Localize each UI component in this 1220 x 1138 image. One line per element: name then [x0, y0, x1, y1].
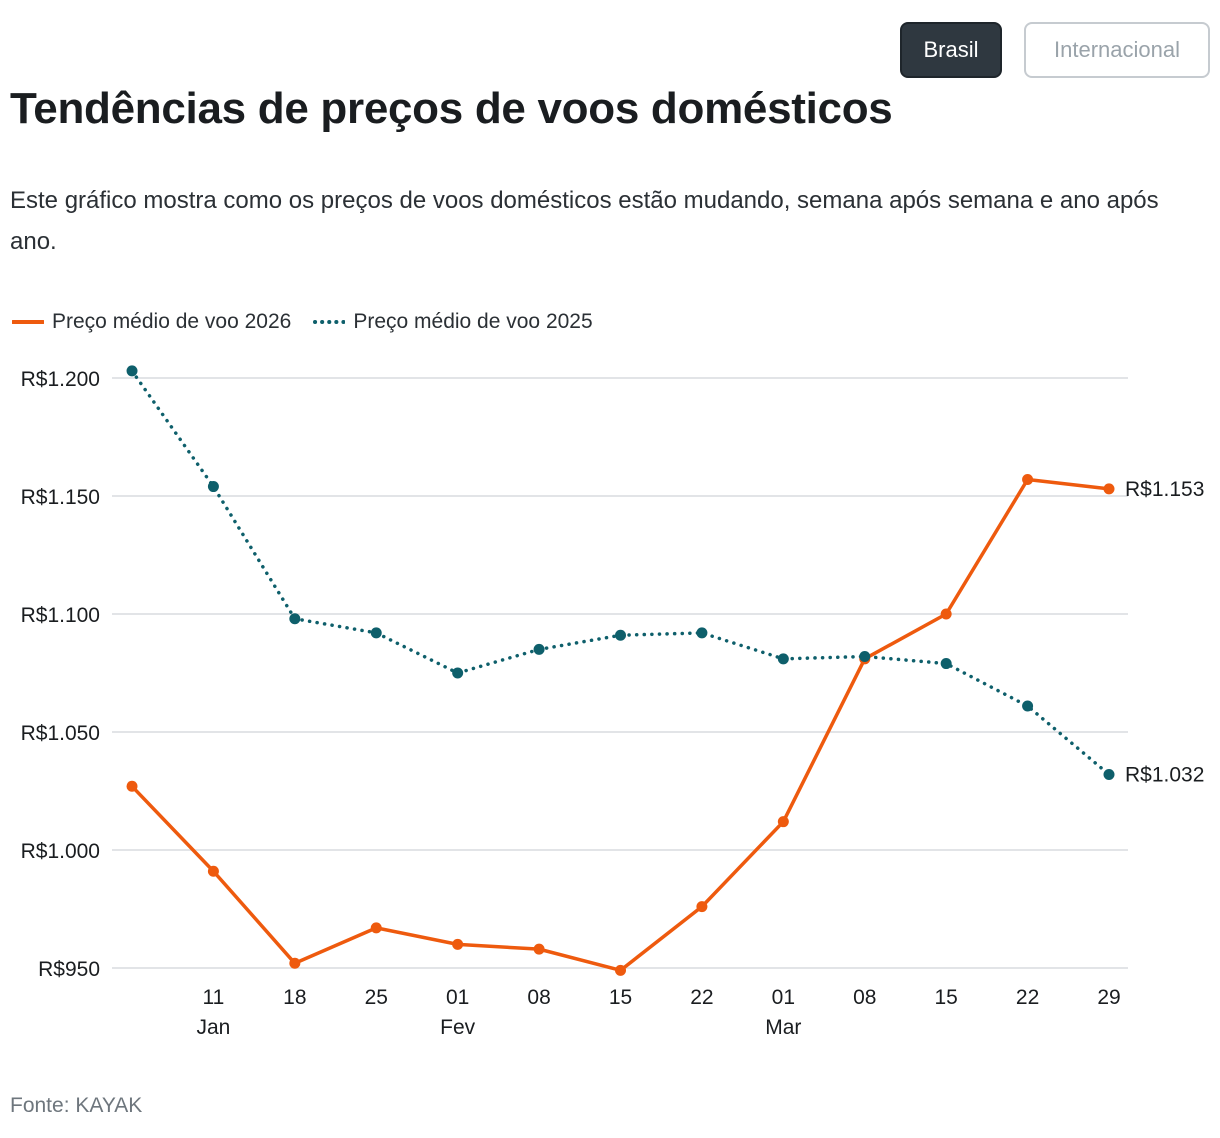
- data-point-2025[interactable]: [126, 365, 138, 377]
- x-tick-label: 08: [527, 986, 550, 1009]
- end-value-label-2025: R$1.032: [1125, 763, 1204, 786]
- x-tick-label: 11: [203, 986, 225, 1009]
- data-source: Fonte: KAYAK: [10, 1094, 143, 1117]
- series-lines: [130, 369, 1111, 973]
- y-tick-label: R$950: [38, 958, 100, 981]
- x-tick-label: 25: [365, 986, 388, 1009]
- data-point-2025[interactable]: [940, 658, 952, 670]
- data-point-2026[interactable]: [1103, 483, 1115, 495]
- x-month-label: Mar: [765, 1016, 801, 1039]
- x-tick-label: 15: [609, 986, 632, 1009]
- data-point-2026[interactable]: [533, 943, 545, 955]
- chart-legend: Preço médio de voo 2026 Preço médio de v…: [12, 310, 593, 334]
- legend-item-2026[interactable]: Preço médio de voo 2026: [12, 310, 291, 334]
- market-toggle: Brasil Internacional: [900, 22, 1210, 78]
- page-title: Tendências de preços de voos domésticos: [10, 84, 893, 133]
- data-point-2025[interactable]: [859, 650, 871, 662]
- data-point-2025[interactable]: [615, 629, 626, 641]
- data-point-2026[interactable]: [696, 901, 708, 913]
- internacional-toggle-button[interactable]: Internacional: [1024, 22, 1210, 78]
- x-tick-label: 22: [1016, 986, 1039, 1009]
- data-point-2025[interactable]: [1103, 768, 1115, 780]
- x-month-label: Fev: [440, 1016, 476, 1039]
- y-axis-labels: R$1.200 R$1.150 R$1.100 R$1.050 R$1.000 R$950: [21, 368, 100, 981]
- x-tick-label: 15: [934, 986, 957, 1009]
- data-point-2025[interactable]: [533, 643, 545, 655]
- series-line-2026: [130, 477, 1111, 973]
- series-line-2025: [130, 369, 1111, 777]
- y-tick-label: R$1.150: [21, 486, 100, 509]
- data-point-2026[interactable]: [1022, 473, 1034, 485]
- data-point-2026[interactable]: [940, 608, 952, 620]
- y-tick-label: R$1.200: [21, 368, 100, 391]
- x-tick-label: 01: [446, 986, 469, 1009]
- legend-item-2025[interactable]: Preço médio de voo 2025: [313, 310, 593, 334]
- gridlines: [112, 377, 1128, 969]
- chart-description: Este gráfico mostra como os preços de vo…: [10, 187, 1159, 255]
- data-point-2026[interactable]: [452, 938, 464, 950]
- brasil-toggle-button[interactable]: Brasil: [900, 22, 1002, 78]
- legend-solid-line-icon: [12, 320, 44, 324]
- x-axis-labels: 11 18 25 01 08 15 22 01 08 15 22 29 Jan Fev Mar: [196, 986, 1120, 1039]
- x-tick-label: 08: [853, 986, 876, 1009]
- end-value-label-2026: R$1.153: [1125, 478, 1204, 501]
- legend-label-2026: Preço médio de voo 2026: [52, 310, 292, 333]
- data-point-2025[interactable]: [370, 627, 382, 639]
- x-tick-label: 29: [1097, 986, 1120, 1009]
- data-point-2025[interactable]: [452, 667, 464, 679]
- legend-dotted-line-icon: [313, 320, 346, 324]
- data-point-2025[interactable]: [777, 653, 789, 665]
- data-point-2026[interactable]: [777, 816, 789, 828]
- data-point-2026[interactable]: [126, 780, 138, 792]
- x-month-label: Jan: [196, 1016, 230, 1039]
- y-tick-label: R$1.100: [21, 604, 100, 627]
- x-tick-label: 22: [690, 986, 713, 1009]
- price-trend-chart: R$1.200 R$1.150 R$1.100 R$1.050 R$1.000 R$950…: [21, 365, 1204, 1039]
- data-point-2026[interactable]: [615, 964, 626, 976]
- y-tick-label: R$1.000: [21, 840, 100, 863]
- data-point-2026[interactable]: [289, 957, 301, 969]
- legend-label-2025: Preço médio de voo 2025: [353, 310, 593, 333]
- x-tick-label: 01: [772, 986, 795, 1009]
- data-point-2026[interactable]: [207, 865, 219, 877]
- x-tick-label: 18: [283, 986, 306, 1009]
- y-tick-label: R$1.050: [21, 722, 100, 745]
- end-labels: R$1.153 R$1.032: [1125, 478, 1204, 787]
- data-point-2025[interactable]: [696, 627, 708, 639]
- data-point-2025[interactable]: [207, 481, 219, 493]
- series-points: [126, 365, 1115, 976]
- data-point-2026[interactable]: [370, 922, 382, 934]
- data-point-2025[interactable]: [289, 613, 301, 625]
- data-point-2025[interactable]: [1022, 700, 1034, 712]
